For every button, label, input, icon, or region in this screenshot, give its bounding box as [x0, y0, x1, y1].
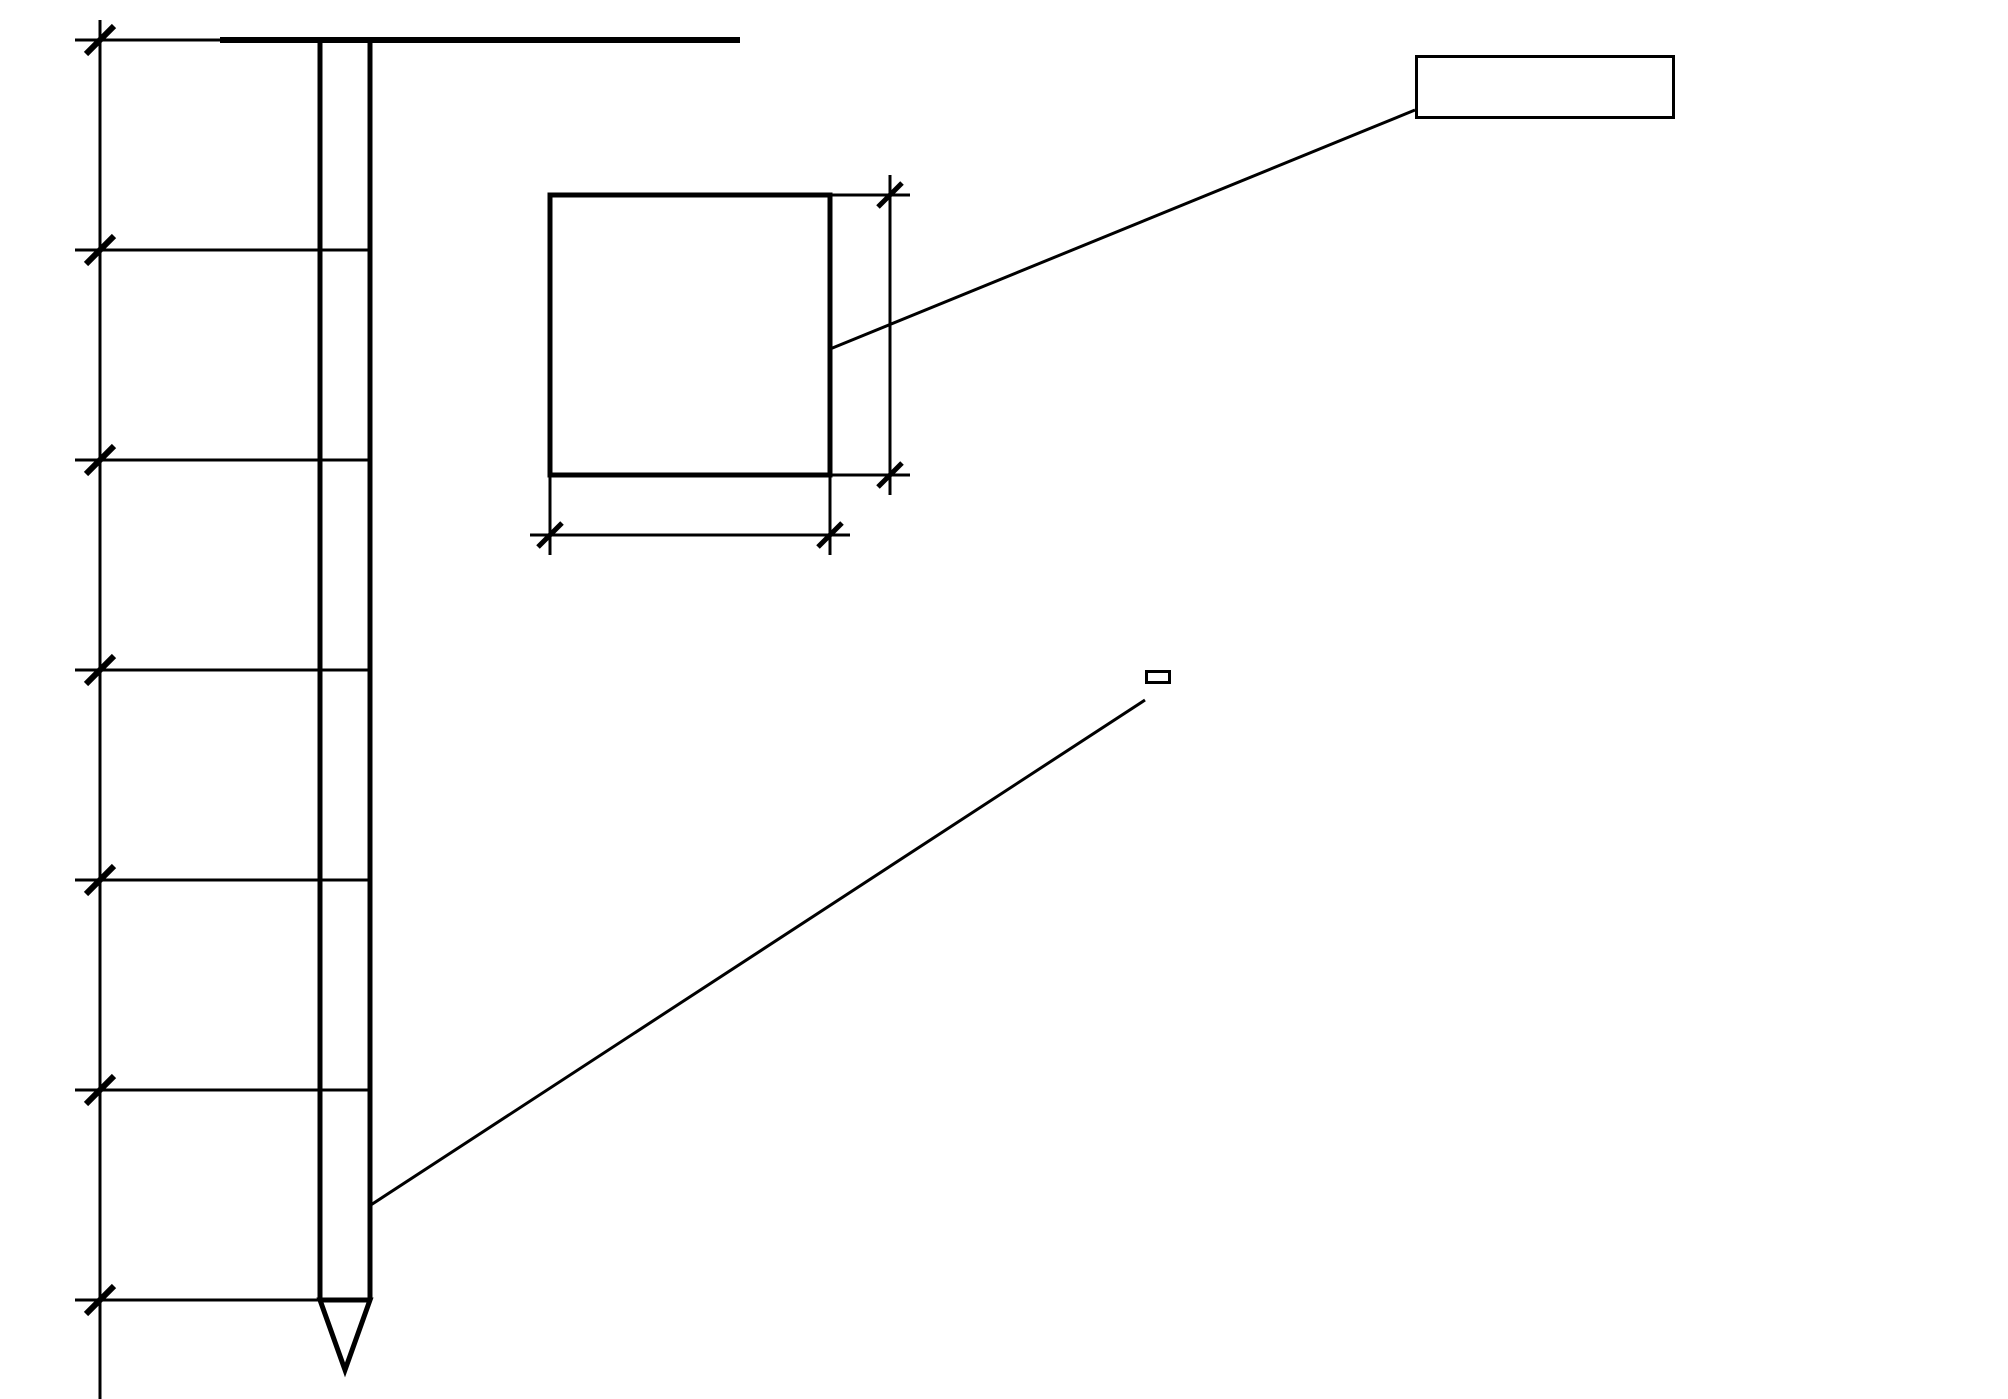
- cross-section-label-box: [1415, 55, 1675, 119]
- segment-length-label-box: [1145, 670, 1171, 684]
- diagram-svg: [0, 0, 2008, 1399]
